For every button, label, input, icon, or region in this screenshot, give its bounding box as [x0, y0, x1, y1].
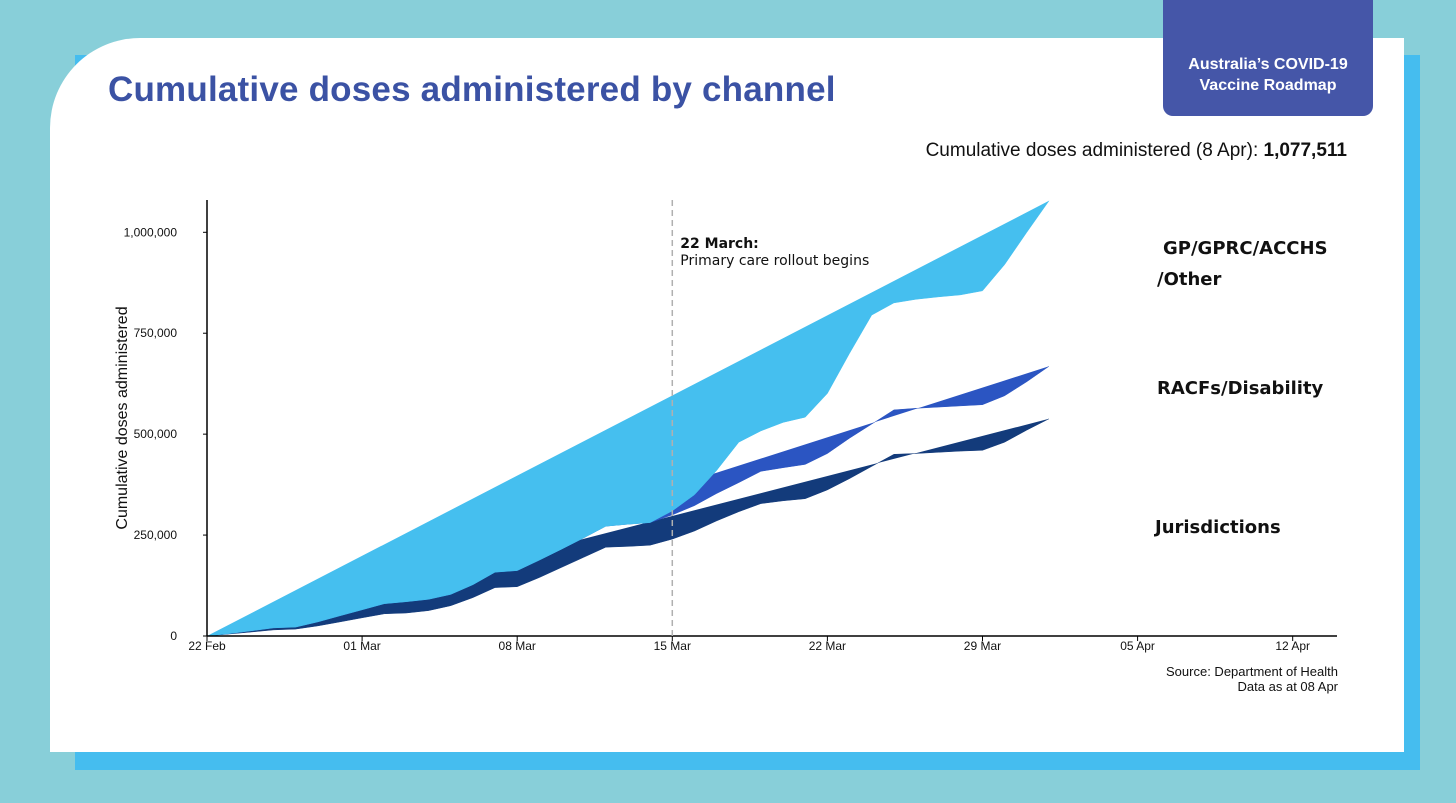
page-title: Cumulative doses administered by channel	[108, 70, 836, 109]
series-label-jurisdictions: Jurisdictions	[1153, 517, 1281, 538]
source-note: Source: Department of Health Data as at …	[1166, 664, 1338, 694]
summary-value: 1,077,511	[1263, 140, 1347, 161]
x-tick-label: 22 Feb	[188, 639, 226, 653]
summary-label: Cumulative doses administered (8 Apr):	[925, 140, 1264, 161]
x-tick-label: 12 Apr	[1275, 639, 1310, 653]
x-tick-label: 08 Mar	[499, 639, 536, 653]
y-tick-label: 750,000	[134, 326, 178, 340]
gp-gprc-acchs-other-area	[206, 200, 1050, 637]
y-tick-label: 250,000	[134, 528, 178, 542]
x-tick-label: 22 Mar	[809, 639, 846, 653]
x-tick-label: 01 Mar	[343, 639, 380, 653]
badge-line-2: Vaccine Roadmap	[1199, 77, 1337, 94]
series-label-gp-line2: /Other	[1157, 269, 1222, 290]
source-line-2: Data as at 08 Apr	[1237, 679, 1338, 694]
y-tick-label: 0	[170, 629, 177, 643]
x-tick-label: 29 Mar	[964, 639, 1001, 653]
y-axis-title: Cumulative doses administered	[114, 306, 131, 529]
annotation-title: 22 March:	[680, 236, 759, 252]
annotation-text: Primary care rollout begins	[680, 253, 869, 269]
roadmap-badge: Australia’s COVID-19 Vaccine Roadmap	[1163, 0, 1373, 116]
x-tick-label: 15 Mar	[654, 639, 691, 653]
badge-line-1: Australia’s COVID-19	[1188, 56, 1348, 73]
series-label-gp-line1: GP/GPRC/ACCHS	[1163, 238, 1328, 259]
cumulative-summary: Cumulative doses administered (8 Apr): 1…	[926, 140, 1347, 162]
series-label-racfs: RACFs/Disability	[1157, 378, 1324, 399]
x-tick-label: 05 Apr	[1120, 639, 1155, 653]
y-tick-label: 500,000	[134, 427, 178, 441]
source-line-1: Source: Department of Health	[1166, 664, 1338, 679]
y-tick-label: 1,000,000	[124, 225, 178, 239]
